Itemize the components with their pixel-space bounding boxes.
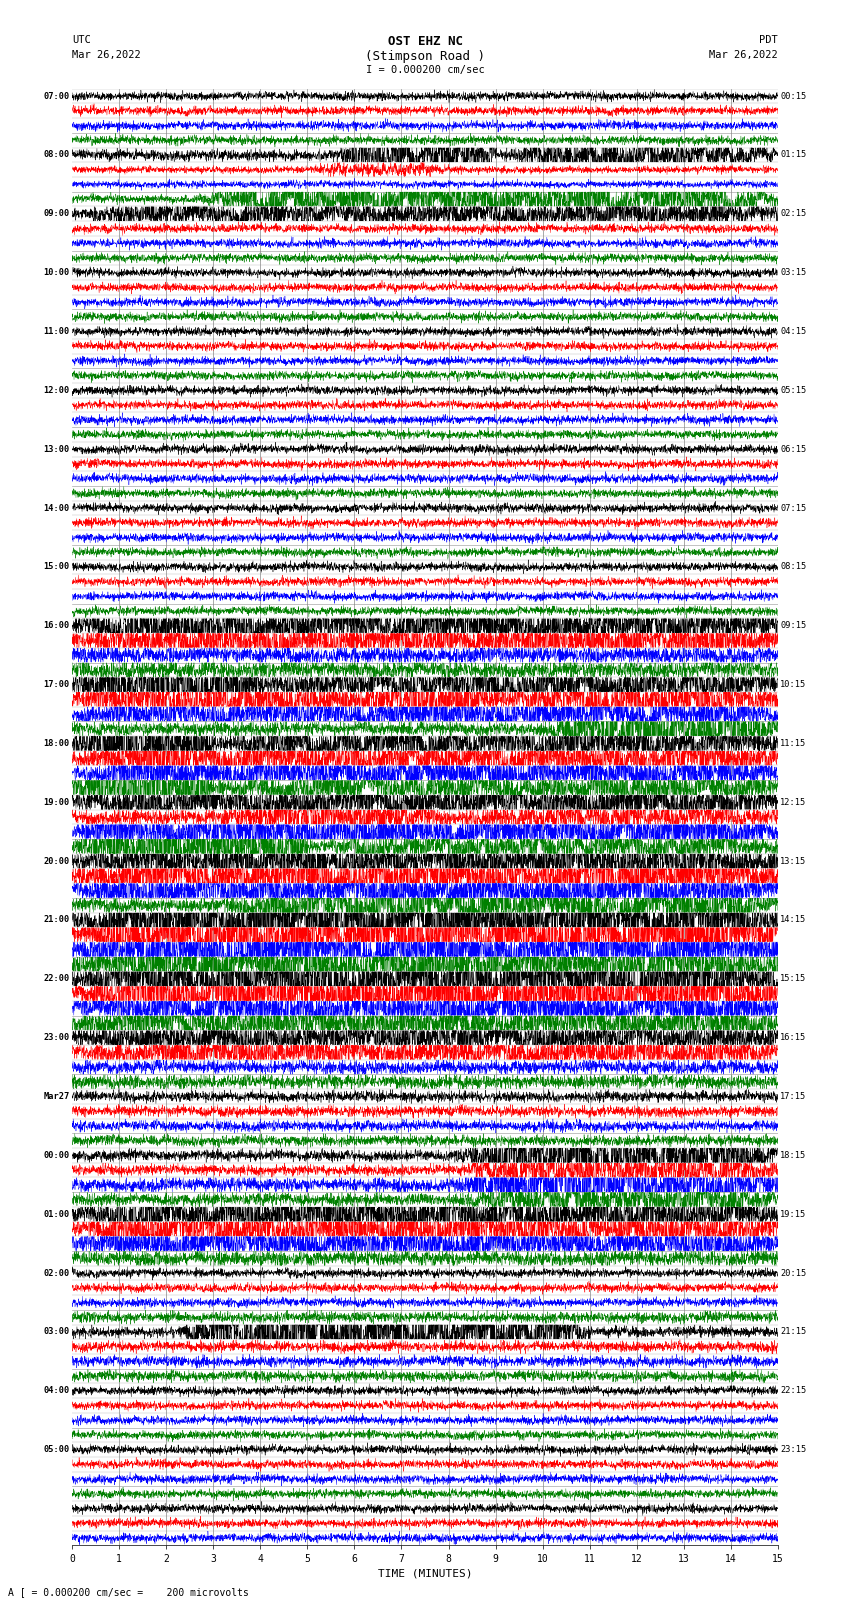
Text: 07:15: 07:15 bbox=[780, 503, 807, 513]
Text: OST EHZ NC: OST EHZ NC bbox=[388, 35, 462, 48]
Text: 17:15: 17:15 bbox=[780, 1092, 807, 1102]
Text: Mar 26,2022: Mar 26,2022 bbox=[709, 50, 778, 60]
X-axis label: TIME (MINUTES): TIME (MINUTES) bbox=[377, 1568, 473, 1579]
Text: 22:00: 22:00 bbox=[43, 974, 70, 984]
Text: 19:15: 19:15 bbox=[780, 1210, 807, 1219]
Text: 17:00: 17:00 bbox=[43, 681, 70, 689]
Text: 18:00: 18:00 bbox=[43, 739, 70, 748]
Text: 18:15: 18:15 bbox=[780, 1150, 807, 1160]
Text: Mar27: Mar27 bbox=[43, 1092, 70, 1102]
Text: 20:00: 20:00 bbox=[43, 857, 70, 866]
Text: 15:15: 15:15 bbox=[780, 974, 807, 984]
Text: 05:15: 05:15 bbox=[780, 386, 807, 395]
Text: 05:00: 05:00 bbox=[43, 1445, 70, 1455]
Text: 15:00: 15:00 bbox=[43, 563, 70, 571]
Text: 09:00: 09:00 bbox=[43, 210, 70, 218]
Text: 06:15: 06:15 bbox=[780, 445, 807, 453]
Text: A [ = 0.000200 cm/sec =    200 microvolts: A [ = 0.000200 cm/sec = 200 microvolts bbox=[8, 1587, 249, 1597]
Text: 08:00: 08:00 bbox=[43, 150, 70, 160]
Text: 10:15: 10:15 bbox=[780, 681, 807, 689]
Text: 16:15: 16:15 bbox=[780, 1034, 807, 1042]
Text: 07:00: 07:00 bbox=[43, 92, 70, 100]
Text: 01:00: 01:00 bbox=[43, 1210, 70, 1219]
Text: 00:00: 00:00 bbox=[43, 1150, 70, 1160]
Text: 14:15: 14:15 bbox=[780, 916, 807, 924]
Text: Mar 26,2022: Mar 26,2022 bbox=[72, 50, 141, 60]
Text: 23:00: 23:00 bbox=[43, 1034, 70, 1042]
Text: 08:15: 08:15 bbox=[780, 563, 807, 571]
Text: (Stimpson Road ): (Stimpson Road ) bbox=[365, 50, 485, 63]
Text: 19:00: 19:00 bbox=[43, 798, 70, 806]
Text: 12:00: 12:00 bbox=[43, 386, 70, 395]
Text: UTC: UTC bbox=[72, 35, 91, 45]
Text: 23:15: 23:15 bbox=[780, 1445, 807, 1455]
Text: 03:15: 03:15 bbox=[780, 268, 807, 277]
Text: 20:15: 20:15 bbox=[780, 1268, 807, 1277]
Text: 12:15: 12:15 bbox=[780, 798, 807, 806]
Text: 21:15: 21:15 bbox=[780, 1327, 807, 1337]
Text: 03:00: 03:00 bbox=[43, 1327, 70, 1337]
Text: 02:15: 02:15 bbox=[780, 210, 807, 218]
Text: 02:00: 02:00 bbox=[43, 1268, 70, 1277]
Text: 00:15: 00:15 bbox=[780, 92, 807, 100]
Text: 11:00: 11:00 bbox=[43, 327, 70, 336]
Text: 13:15: 13:15 bbox=[780, 857, 807, 866]
Text: PDT: PDT bbox=[759, 35, 778, 45]
Text: 21:00: 21:00 bbox=[43, 916, 70, 924]
Text: 16:00: 16:00 bbox=[43, 621, 70, 631]
Text: 04:00: 04:00 bbox=[43, 1386, 70, 1395]
Text: 04:15: 04:15 bbox=[780, 327, 807, 336]
Text: I = 0.000200 cm/sec: I = 0.000200 cm/sec bbox=[366, 65, 484, 74]
Text: 11:15: 11:15 bbox=[780, 739, 807, 748]
Text: 13:00: 13:00 bbox=[43, 445, 70, 453]
Text: 10:00: 10:00 bbox=[43, 268, 70, 277]
Text: 14:00: 14:00 bbox=[43, 503, 70, 513]
Text: 22:15: 22:15 bbox=[780, 1386, 807, 1395]
Text: 01:15: 01:15 bbox=[780, 150, 807, 160]
Text: 09:15: 09:15 bbox=[780, 621, 807, 631]
